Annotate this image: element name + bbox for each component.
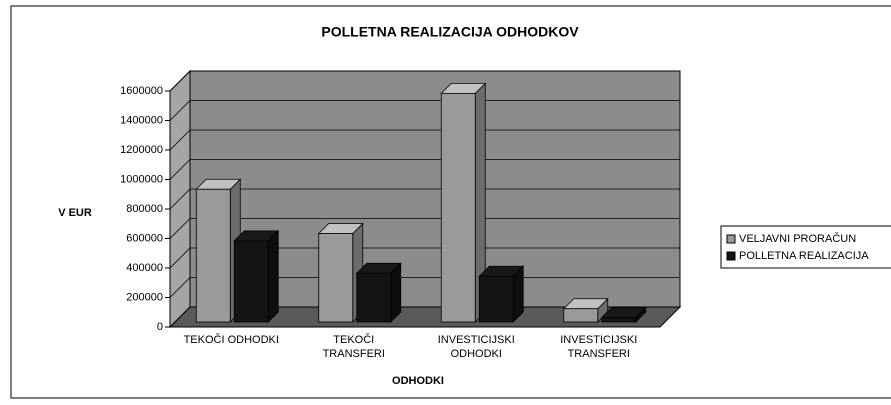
x-tick-label: TEKOČI: [333, 333, 374, 346]
grid-line: [169, 70, 680, 92]
bar: [440, 82, 487, 323]
grid-line: [169, 218, 680, 239]
bar: [600, 306, 647, 323]
bar: [355, 262, 402, 323]
bar: [478, 265, 525, 323]
bar-face: [563, 308, 599, 323]
bar: [233, 229, 280, 323]
bar: [317, 222, 364, 323]
grid-line: [169, 129, 680, 151]
legend-swatch: [726, 234, 736, 244]
bar-face: [356, 272, 392, 323]
y-axis-label: V EUR: [58, 207, 92, 219]
grid-line: [169, 247, 680, 269]
bar-face: [267, 229, 279, 323]
y-tick-label: 800000: [126, 203, 163, 215]
chart-title: POLLETNA REALIZACIJA ODHODKOV: [321, 24, 579, 40]
legend-label: VELJAVNI PRORAČUN: [739, 232, 856, 245]
bar-face: [601, 317, 637, 323]
bar-face: [478, 275, 514, 323]
y-tick-label: 1000000: [120, 173, 163, 185]
x-tick-label: ODHODKI: [451, 348, 502, 360]
x-tick-label: TRANSFERI: [568, 348, 630, 360]
legend-box: [720, 225, 891, 269]
grid-line: [169, 188, 680, 210]
bar: [562, 297, 609, 323]
y-tick-label: 1400000: [120, 114, 163, 126]
y-tick-label: 0: [157, 321, 163, 333]
y-tick-label: 1600000: [120, 85, 163, 97]
x-tick-label: INVESTICIJSKI: [438, 334, 515, 346]
bar-face: [440, 92, 476, 323]
bar-face: [318, 233, 354, 323]
y-tick-label: 600000: [126, 232, 163, 244]
x-tick-label: INVESTICIJSKI: [560, 334, 637, 346]
legend-swatch: [726, 251, 736, 261]
y-tick-label: 400000: [126, 262, 163, 274]
grid-line: [169, 159, 680, 180]
x-axis-label: ODHODKI: [392, 375, 444, 387]
bar-face: [233, 240, 269, 323]
x-tick-label: TRANSFERI: [323, 348, 385, 360]
bar: [195, 178, 242, 323]
y-tick-label: 1200000: [120, 144, 163, 156]
bar-face: [195, 188, 231, 323]
grid-line: [169, 100, 680, 121]
y-tick-label: 200000: [126, 291, 163, 303]
legend-label: POLLETNA REALIZACIJA: [739, 250, 869, 262]
x-tick-label: TEKOČI ODHODKI: [184, 333, 279, 346]
